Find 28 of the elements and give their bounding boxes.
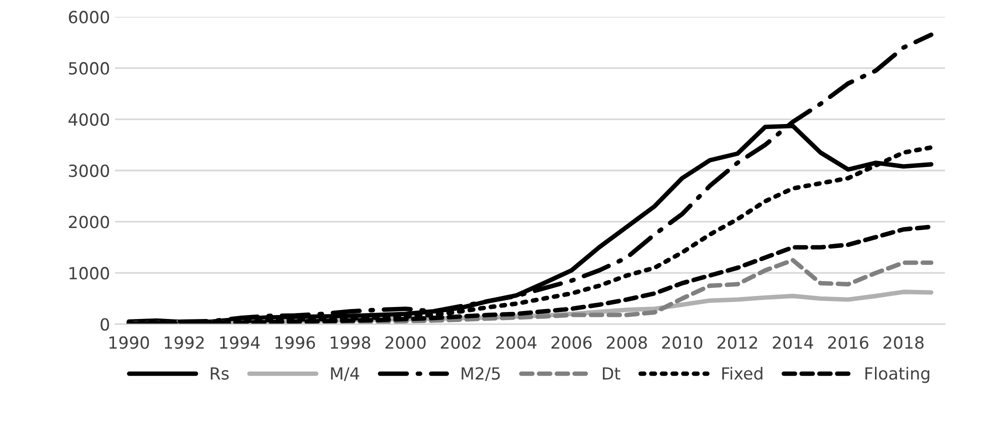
y-tick-label: 5000 bbox=[69, 62, 110, 75]
y-tick-label: 3000 bbox=[68, 164, 110, 178]
x-tick-label: 2018 bbox=[884, 336, 924, 349]
x-tick-label: 2016 bbox=[828, 336, 868, 349]
legend-label: Fixed bbox=[722, 366, 762, 380]
legend-label: Floating bbox=[865, 366, 930, 383]
x-tick-label: 2012 bbox=[718, 336, 758, 349]
x-tick-label: 2008 bbox=[606, 336, 647, 349]
x-tick-label: 1998 bbox=[330, 336, 370, 349]
y-tick-label: 4000 bbox=[68, 113, 110, 126]
y-tick-label: 0 bbox=[100, 318, 110, 331]
x-tick-label: 2002 bbox=[440, 336, 480, 349]
x-tick-label: 2006 bbox=[552, 336, 592, 349]
legend-label: M2/5 bbox=[462, 367, 500, 382]
x-tick-label: 1994 bbox=[220, 336, 260, 349]
x-tick-label: 2014 bbox=[772, 336, 814, 349]
x-tick-label: 2000 bbox=[386, 336, 426, 349]
y-tick-label: 1000 bbox=[70, 266, 110, 280]
legend-label: Dt bbox=[602, 367, 620, 380]
legend-label: M/4 bbox=[331, 367, 360, 382]
x-tick-label: 1992 bbox=[164, 336, 204, 349]
legend-label: Rs bbox=[210, 367, 229, 380]
x-tick-label: 1990 bbox=[109, 336, 149, 349]
x-tick-label: 2010 bbox=[662, 336, 702, 349]
y-tick-label: 2000 bbox=[68, 216, 110, 228]
y-tick-label: 6000 bbox=[68, 10, 110, 24]
x-tick-label: 2004 bbox=[496, 336, 536, 349]
x-tick-label: 1996 bbox=[275, 336, 315, 349]
